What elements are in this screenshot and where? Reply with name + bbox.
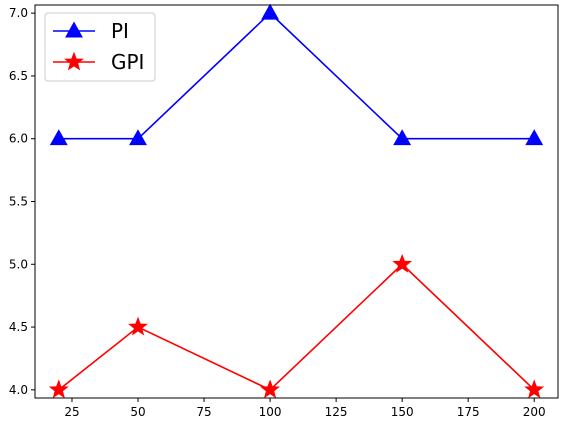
y-tick-label: 5.5: [9, 195, 28, 209]
legend-label: GPI: [111, 50, 144, 74]
y-tick-label: 6.0: [9, 132, 28, 146]
data-point: [260, 379, 281, 399]
x-tick-label: 200: [523, 405, 546, 419]
data-point: [392, 253, 413, 273]
data-point: [48, 379, 69, 399]
legend-label: PI: [111, 19, 129, 43]
data-point: [129, 129, 147, 146]
data-point: [128, 316, 148, 336]
y-tick-label: 5.0: [9, 257, 28, 271]
x-tick-label: 175: [457, 405, 480, 419]
x-tick-label: 100: [259, 405, 282, 419]
x-tick-label: 50: [130, 405, 145, 419]
series-pi: [49, 3, 544, 146]
data-point: [261, 3, 280, 20]
x-tick-label: 150: [391, 405, 414, 419]
x-tick-label: 125: [325, 405, 348, 419]
series-layer: [48, 3, 545, 399]
x-axis-ticks: 25 50 75 100 125 150 175 200: [64, 398, 546, 419]
data-point: [524, 379, 545, 399]
data-point: [393, 129, 412, 146]
y-tick-label: 7.0: [9, 6, 28, 20]
plot-frame: [34, 4, 559, 399]
y-tick-label: 6.5: [9, 69, 28, 83]
y-tick-label: 4.0: [9, 383, 28, 397]
x-tick-label: 25: [64, 405, 79, 419]
legend: PI GPI: [44, 12, 156, 82]
legend-marker: [64, 51, 84, 71]
y-axis-ticks: 4.0 4.5 5.0 5.5 6.0 6.5 7.0: [9, 6, 35, 397]
legend-marker: [65, 21, 83, 38]
data-point: [49, 129, 68, 146]
data-point: [525, 129, 544, 146]
series-gpi: [48, 253, 545, 399]
y-tick-label: 4.5: [9, 320, 28, 334]
x-tick-label: 75: [196, 405, 211, 419]
